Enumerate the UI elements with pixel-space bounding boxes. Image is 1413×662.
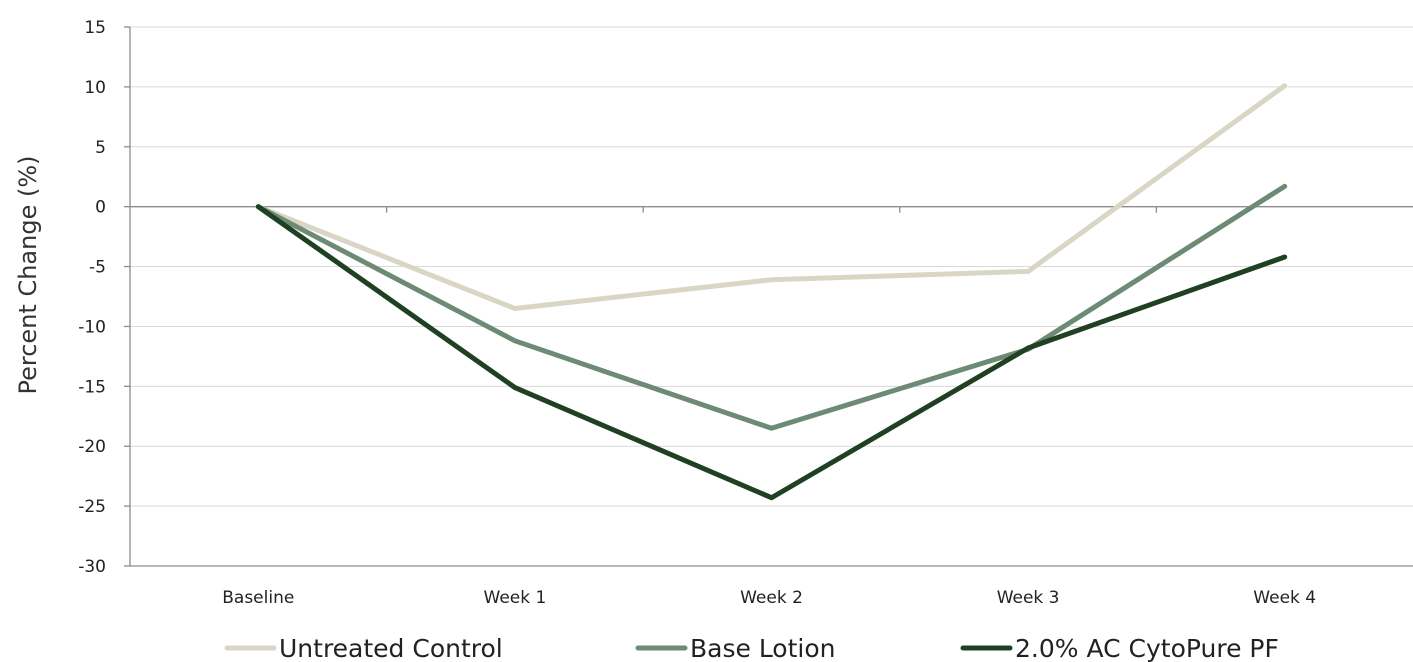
legend-label: Base Lotion xyxy=(690,634,836,662)
y-tick-label: -25 xyxy=(78,497,106,517)
x-tick-label: Baseline xyxy=(222,588,294,608)
x-tick-label: Week 2 xyxy=(740,588,803,608)
x-tick-label: Week 3 xyxy=(997,588,1060,608)
legend-label: Untreated Control xyxy=(279,634,503,662)
axes xyxy=(124,26,1413,567)
tick-labels: 15 10 5 0 -5 -10 -15 -20 -25 -30 Baseline Week 1 Wee… xyxy=(78,18,1316,608)
series-line-2 xyxy=(255,204,1288,501)
x-tick-label: Week 1 xyxy=(484,588,547,608)
series-lines xyxy=(255,83,1288,501)
legend-label: 2.0% AC CytoPure PF xyxy=(1015,634,1279,662)
gridlines xyxy=(130,26,1413,507)
x-tick-label: Week 4 xyxy=(1253,588,1316,608)
y-tick-label: -30 xyxy=(78,557,106,577)
y-tick-label: 15 xyxy=(84,18,106,38)
y-axis-title: Percent Change (%) xyxy=(14,156,42,395)
y-tick-label: -5 xyxy=(89,258,106,278)
series-line-0 xyxy=(255,83,1288,311)
y-tick-label: -15 xyxy=(78,377,106,397)
y-tick-label: 10 xyxy=(84,78,106,98)
y-tick-label: -20 xyxy=(78,437,106,457)
legend: Untreated Control Base Lotion 2.0% AC Cyto… xyxy=(224,634,1279,662)
series-line-1 xyxy=(255,183,1288,431)
y-tick-label: 5 xyxy=(95,138,106,158)
y-tick-label: 0 xyxy=(95,198,106,218)
y-tick-label: -10 xyxy=(78,317,106,337)
